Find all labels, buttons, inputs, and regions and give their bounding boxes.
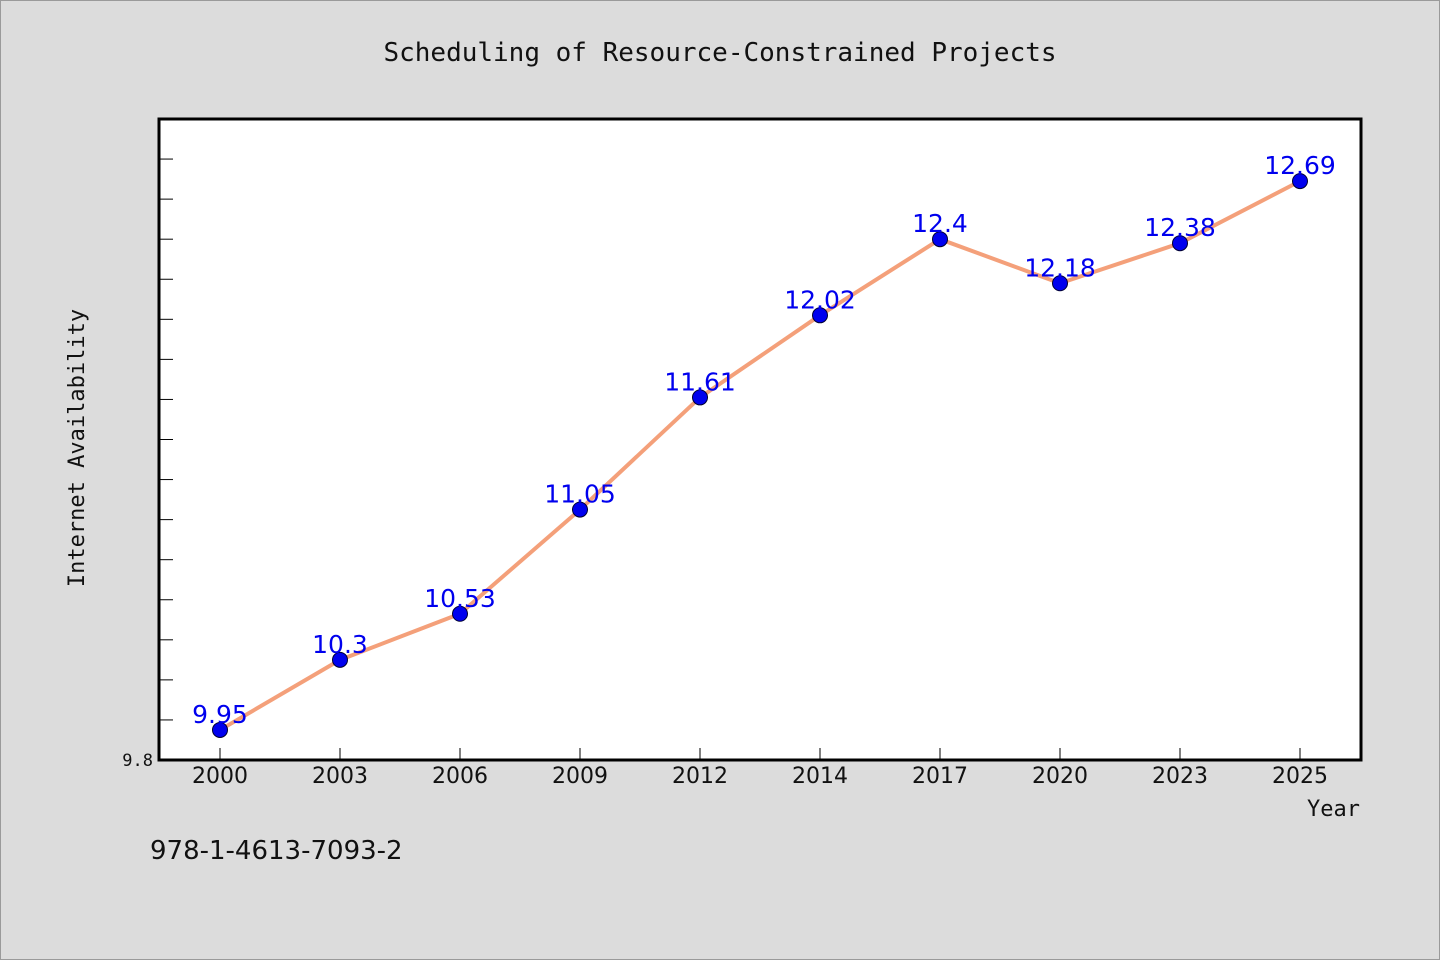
data-label: 12.02 [784, 285, 856, 314]
x-tick-label: 2000 [192, 764, 248, 789]
x-tick-label: 2014 [792, 764, 848, 789]
line-layer [218, 179, 1301, 732]
data-point [572, 501, 588, 518]
data-point [812, 307, 828, 324]
data-point [692, 389, 708, 406]
data-label: 10.3 [312, 630, 368, 659]
x-tick-label: 2020 [1032, 764, 1088, 789]
x-tick-label: 2009 [552, 764, 608, 789]
x-tick-label: 2017 [912, 764, 968, 789]
data-point [932, 231, 948, 248]
x-tick-label: 2012 [672, 764, 728, 789]
data-label: 12.18 [1024, 253, 1096, 282]
data-label: 10.53 [424, 584, 496, 613]
y-tick-label: 9.8 [122, 751, 153, 771]
marker-layer [212, 173, 1308, 738]
data-label: 12.38 [1144, 213, 1216, 242]
chart-title: Scheduling of Resource-Constrained Proje… [383, 38, 1056, 68]
data-label: 12.4 [912, 209, 968, 238]
data-label: 11.05 [544, 480, 616, 509]
data-label: 11.61 [664, 367, 736, 396]
x-tick-label: 2006 [432, 764, 488, 789]
x-axis-title: Year [1307, 797, 1360, 822]
footnote-text: 978-1-4613-7093-2 [150, 836, 403, 866]
series-line [218, 179, 1301, 732]
data-point [332, 651, 348, 668]
x-tick-label: 2003 [312, 764, 368, 789]
data-label: 9.95 [192, 700, 248, 729]
data-label-layer: 9.95 10.3 10.53 11.05 11.61 12.02 12.4 12.18 12.… [192, 151, 1336, 729]
data-point [452, 605, 468, 622]
x-tick-label: 2023 [1152, 764, 1208, 789]
data-point [212, 721, 228, 738]
x-tick-label: 2025 [1272, 764, 1328, 789]
data-point [1172, 235, 1188, 252]
y-axis-title: Internet Availability [65, 309, 90, 587]
data-point [1292, 173, 1308, 190]
plot-border [157, 117, 1363, 762]
data-point [1052, 275, 1068, 292]
data-label: 12.69 [1264, 151, 1336, 180]
axis-ticks: 9.8 2000 2003 2006 2009 2012 2014 2017 2020 2023 2… [122, 158, 1328, 789]
